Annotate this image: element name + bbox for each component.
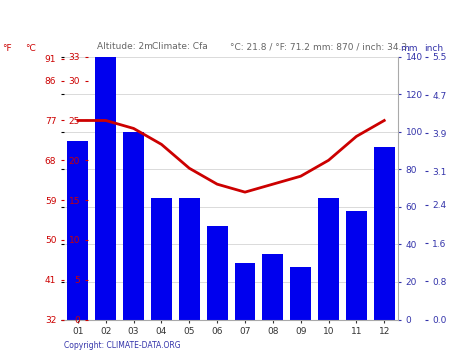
Bar (67, 141, 88, 320)
Bar (318, 197, 339, 320)
Text: °F: °F (2, 44, 12, 53)
Text: Climate: Cfa: Climate: Cfa (152, 43, 208, 51)
Text: Altitude: 2m: Altitude: 2m (97, 43, 153, 51)
Text: Copyright: CLIMATE-DATA.ORG: Copyright: CLIMATE-DATA.ORG (64, 341, 181, 350)
Bar (263, 254, 283, 320)
Text: °C: 21.8 / °F: 71.2: °C: 21.8 / °F: 71.2 (230, 43, 310, 51)
Bar (151, 197, 172, 320)
Text: inch: inch (424, 44, 443, 53)
Bar (179, 197, 200, 320)
Bar (235, 263, 255, 320)
Text: mm: mm (401, 44, 418, 53)
Bar (207, 226, 228, 320)
Text: °C: °C (26, 44, 36, 53)
Text: mm: 870 / inch: 34.3: mm: 870 / inch: 34.3 (313, 43, 407, 51)
Bar (374, 147, 395, 320)
Bar (346, 211, 367, 320)
Bar (95, 38, 116, 320)
Bar (123, 132, 144, 320)
Bar (290, 267, 311, 320)
